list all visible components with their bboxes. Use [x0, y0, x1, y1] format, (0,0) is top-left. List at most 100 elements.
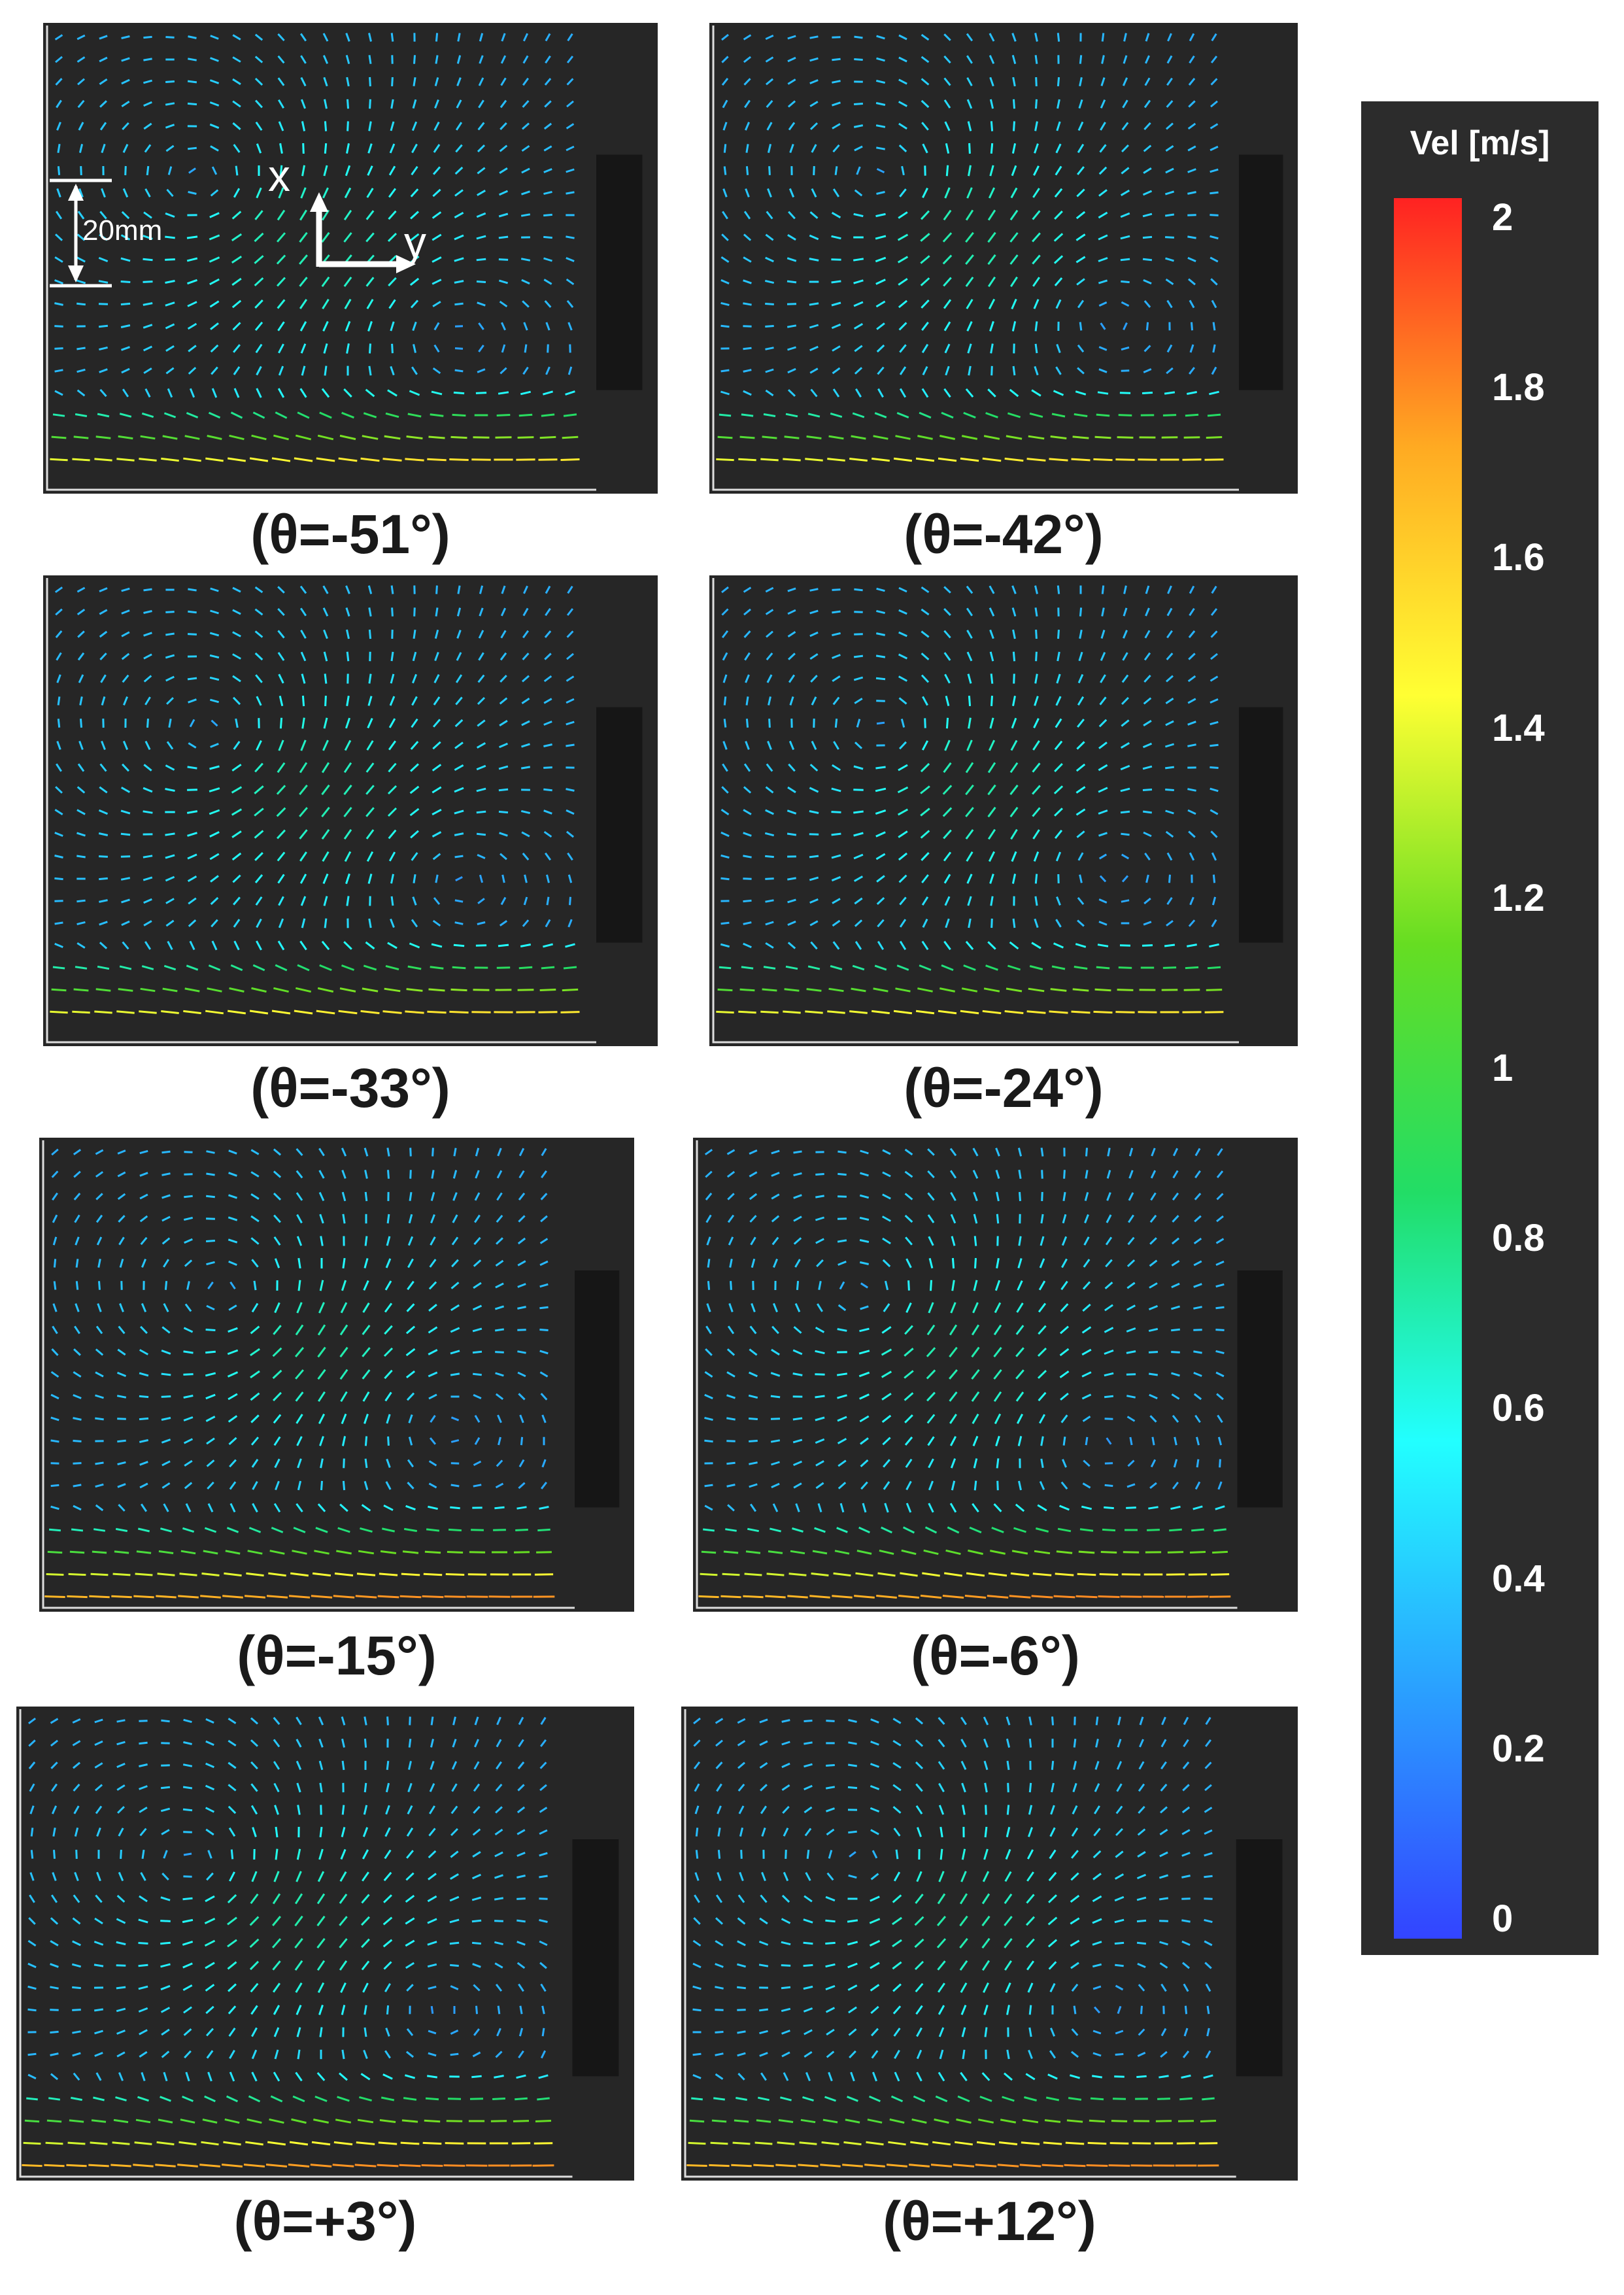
velocity-vector: [546, 896, 550, 906]
velocity-vector: [926, 1347, 936, 1357]
velocity-vector: [793, 1172, 802, 1177]
velocity-vector: [1011, 321, 1017, 332]
velocity-vector: [763, 413, 776, 417]
velocity-vector: [410, 763, 419, 772]
velocity-vector: [1115, 1805, 1123, 1814]
velocity-vector: [265, 2164, 288, 2168]
velocity-vector: [401, 1572, 420, 1576]
velocity-vector: [27, 2052, 37, 2056]
velocity-vector: [412, 651, 417, 662]
velocity-vector: [221, 2164, 243, 2168]
velocity-vector: [456, 55, 462, 64]
velocity-vector: [875, 831, 886, 838]
velocity-vector: [966, 740, 973, 751]
velocity-vector: [144, 941, 152, 950]
velocity-vector: [251, 2027, 258, 2037]
colorbar-tick-label: 0.4: [1492, 1557, 1545, 1600]
velocity-vector: [163, 1259, 169, 1268]
velocity-vector: [737, 1894, 745, 1903]
velocity-vector: [540, 2050, 547, 2059]
velocity-vector: [413, 629, 416, 639]
velocity-vector: [1077, 696, 1085, 706]
velocity-vector: [207, 987, 222, 993]
velocity-vector: [547, 344, 549, 353]
velocity-vector: [498, 1436, 501, 1446]
velocity-vector: [1194, 1215, 1202, 1223]
velocity-vector: [787, 942, 796, 949]
velocity-vector: [369, 76, 371, 87]
velocity-vector: [345, 585, 350, 594]
velocity-vector: [296, 1760, 302, 1771]
velocity-vector: [228, 1761, 237, 1769]
velocity-vector: [385, 1782, 390, 1793]
velocity-vector: [850, 2071, 855, 2082]
velocity-vector: [95, 2072, 102, 2081]
velocity-vector: [55, 630, 63, 638]
velocity-vector: [1038, 1391, 1047, 1402]
velocity-vector: [921, 33, 930, 41]
vector-field: [696, 1140, 1283, 1609]
velocity-vector: [177, 2164, 198, 2168]
velocity-vector: [715, 2031, 724, 2033]
velocity-vector: [726, 1394, 736, 1399]
velocity-vector: [1005, 1848, 1011, 1860]
velocity-vector: [765, 256, 774, 263]
velocity-vector: [828, 2071, 833, 2082]
velocity-vector: [496, 2028, 501, 2037]
velocity-vector: [293, 1527, 306, 1533]
velocity-vector: [854, 35, 863, 39]
velocity-vector: [847, 2096, 858, 2102]
velocity-vector: [424, 2119, 441, 2123]
velocity-vector: [976, 2141, 996, 2146]
velocity-vector: [965, 209, 974, 221]
velocity-vector: [1100, 652, 1106, 661]
velocity-vector: [1205, 2050, 1211, 2059]
velocity-vector: [781, 1741, 790, 1746]
velocity-vector: [1215, 1261, 1225, 1266]
velocity-vector: [301, 366, 306, 376]
velocity-vector: [501, 322, 506, 331]
velocity-vector: [781, 1986, 791, 1990]
velocity-vector: [876, 700, 885, 702]
velocity-vector: [1120, 190, 1130, 196]
velocity-vector: [938, 1871, 945, 1882]
velocity-vector: [693, 1717, 701, 1725]
velocity-vector: [875, 102, 886, 106]
velocity-vector: [206, 1150, 215, 1154]
velocity-vector: [949, 1346, 958, 1358]
velocity-vector: [157, 1572, 175, 1576]
velocity-vector: [204, 1939, 216, 1947]
velocity-vector: [951, 1280, 955, 1291]
velocity-vector: [1062, 1459, 1067, 1468]
velocity-vector: [183, 2028, 192, 2036]
velocity-vector: [809, 324, 819, 329]
velocity-vector: [1050, 2028, 1055, 2037]
velocity-vector: [187, 322, 197, 330]
velocity-vector: [368, 33, 372, 42]
velocity-vector: [1055, 143, 1062, 154]
velocity-vector: [184, 1195, 193, 1198]
velocity-vector: [296, 1782, 301, 1793]
velocity-vector: [499, 99, 507, 109]
velocity-vector: [228, 1827, 236, 1837]
velocity-vector: [1171, 1393, 1180, 1400]
velocity-vector: [826, 1828, 835, 1836]
velocity-vector: [95, 1348, 104, 1356]
velocity-vector: [991, 1527, 1004, 1533]
velocity-vector: [787, 609, 796, 615]
velocity-vector: [210, 189, 219, 197]
velocity-vector: [943, 586, 951, 594]
velocity-vector: [540, 1215, 548, 1223]
velocity-vector: [411, 696, 418, 706]
velocity-vector: [1143, 697, 1152, 705]
velocity-vector: [388, 210, 397, 220]
velocity-vector: [1010, 1572, 1030, 1577]
velocity-vector: [1142, 392, 1153, 394]
velocity-vector: [738, 1805, 745, 1814]
velocity-vector: [1181, 1941, 1191, 1946]
velocity-vector: [1104, 1327, 1114, 1333]
velocity-vector: [787, 78, 796, 85]
velocity-vector: [231, 830, 242, 838]
velocity-vector: [473, 1484, 482, 1488]
velocity-vector: [383, 1347, 394, 1357]
